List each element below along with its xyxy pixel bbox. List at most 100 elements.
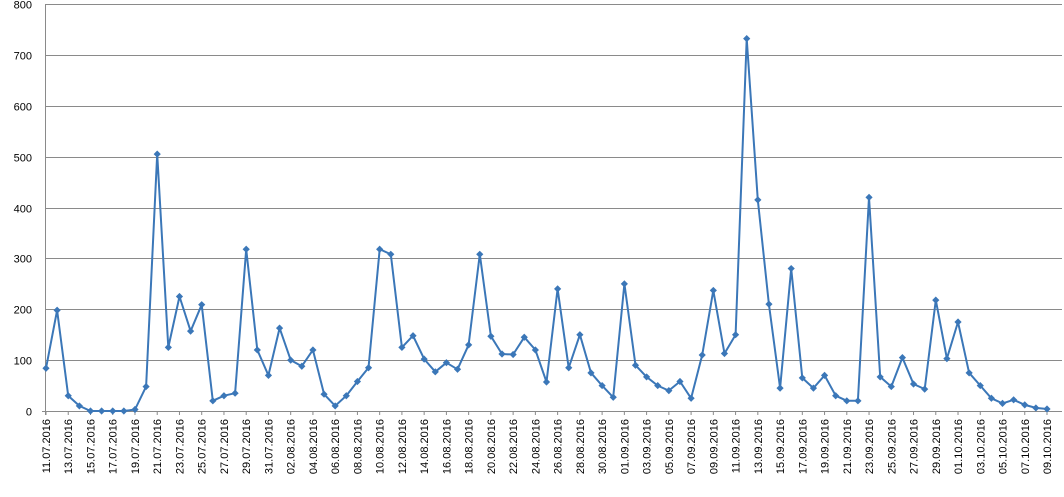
x-tick-label: 27.09.2016 (909, 419, 921, 474)
data-point (731, 331, 740, 339)
data-point (109, 407, 117, 415)
data-point (887, 382, 895, 391)
data-point (142, 382, 150, 391)
data-point (209, 397, 217, 405)
x-tick-label: 19.07.2016 (130, 419, 142, 474)
data-point (331, 402, 339, 410)
data-point (275, 324, 284, 332)
data-point (631, 361, 640, 369)
x-tick-label: 09.09.2016 (708, 419, 720, 474)
y-tick-label: 0 (26, 407, 32, 419)
y-tick-label: 700 (14, 51, 32, 63)
data-point (843, 397, 851, 405)
data-point (264, 371, 273, 379)
data-point (242, 245, 250, 253)
y-tick-label: 400 (14, 204, 32, 216)
x-tick-label: 23.09.2016 (864, 419, 876, 474)
x-tick-label: 20.08.2016 (486, 419, 498, 474)
x-tick-label: 13.07.2016 (63, 419, 75, 474)
x-tick-label: 25.07.2016 (197, 419, 209, 474)
data-point (865, 193, 873, 201)
data-point (531, 346, 539, 354)
data-point (53, 306, 61, 314)
x-tick-label: 05.10.2016 (998, 419, 1010, 474)
x-tick-label: 03.10.2016 (975, 419, 987, 474)
data-point (609, 393, 617, 401)
data-point (665, 387, 673, 395)
data-point (776, 384, 784, 392)
data-point (1021, 401, 1029, 409)
x-tick-label: 13.09.2016 (753, 419, 765, 474)
data-point (98, 407, 106, 415)
data-point (298, 362, 306, 370)
data-point (854, 397, 862, 405)
x-tick-label: 03.09.2016 (642, 419, 654, 474)
data-point (487, 332, 495, 340)
data-point (220, 392, 228, 400)
data-point (987, 394, 995, 402)
series (42, 34, 1051, 415)
data-point (231, 389, 239, 397)
data-point (965, 369, 973, 377)
data-point (398, 343, 406, 352)
x-tick-label: 07.10.2016 (1020, 419, 1032, 474)
data-point (253, 346, 261, 354)
x-tick-label: 24.08.2016 (530, 419, 542, 474)
data-point (976, 381, 984, 390)
x-tick-label: 14.08.2016 (419, 419, 431, 474)
data-point (787, 264, 795, 273)
x-tick-label: 12.08.2016 (397, 419, 409, 474)
data-point (687, 394, 695, 402)
data-point (353, 377, 362, 386)
data-point (175, 292, 184, 301)
data-point (565, 364, 573, 372)
data-point (798, 374, 806, 382)
data-point (64, 392, 72, 400)
data-point (287, 356, 295, 364)
data-point (198, 301, 206, 309)
data-point (153, 150, 161, 158)
x-tick-label: 22.08.2016 (508, 419, 520, 474)
data-point (376, 245, 384, 253)
x-tick-label: 18.08.2016 (464, 419, 476, 474)
x-tick-label: 19.09.2016 (820, 419, 832, 474)
data-point (554, 285, 562, 293)
x-tick-label: 27.07.2016 (219, 419, 231, 474)
y-tick-labels: 0 100 200 300 400 500 600 700 800 (14, 0, 32, 419)
data-point (709, 286, 717, 295)
data-point (654, 381, 662, 390)
data-point (676, 377, 684, 386)
data-point (765, 300, 773, 308)
data-point (442, 359, 450, 367)
data-point (186, 327, 195, 335)
x-tick-label: 17.09.2016 (797, 419, 809, 474)
x-tick-label: 04.08.2016 (308, 419, 320, 474)
data-point (954, 318, 962, 326)
axes (42, 4, 1062, 415)
data-point (743, 34, 751, 43)
data-point (898, 353, 907, 362)
data-point (587, 369, 595, 377)
data-point (309, 346, 317, 354)
data-point (453, 365, 462, 373)
x-tick-label: 01.10.2016 (953, 419, 965, 474)
x-tick-label: 29.09.2016 (931, 419, 943, 474)
data-point (820, 371, 829, 379)
data-point (131, 405, 139, 414)
x-tick-label: 02.08.2016 (286, 419, 298, 474)
x-tick-label: 08.08.2016 (352, 419, 364, 474)
x-tick-label: 15.09.2016 (775, 419, 787, 474)
y-tick-label: 500 (14, 153, 32, 165)
x-tick-label: 17.07.2016 (108, 419, 120, 474)
x-tick-label: 21.09.2016 (842, 419, 854, 474)
data-point (409, 332, 417, 340)
data-point (320, 390, 328, 398)
data-point (809, 384, 818, 392)
gridlines (46, 4, 1062, 412)
data-point (42, 364, 50, 372)
data-point (754, 196, 762, 204)
x-tick-label: 01.09.2016 (619, 419, 631, 474)
y-tick-label: 800 (14, 0, 32, 12)
x-tick-label: 26.08.2016 (553, 419, 565, 474)
